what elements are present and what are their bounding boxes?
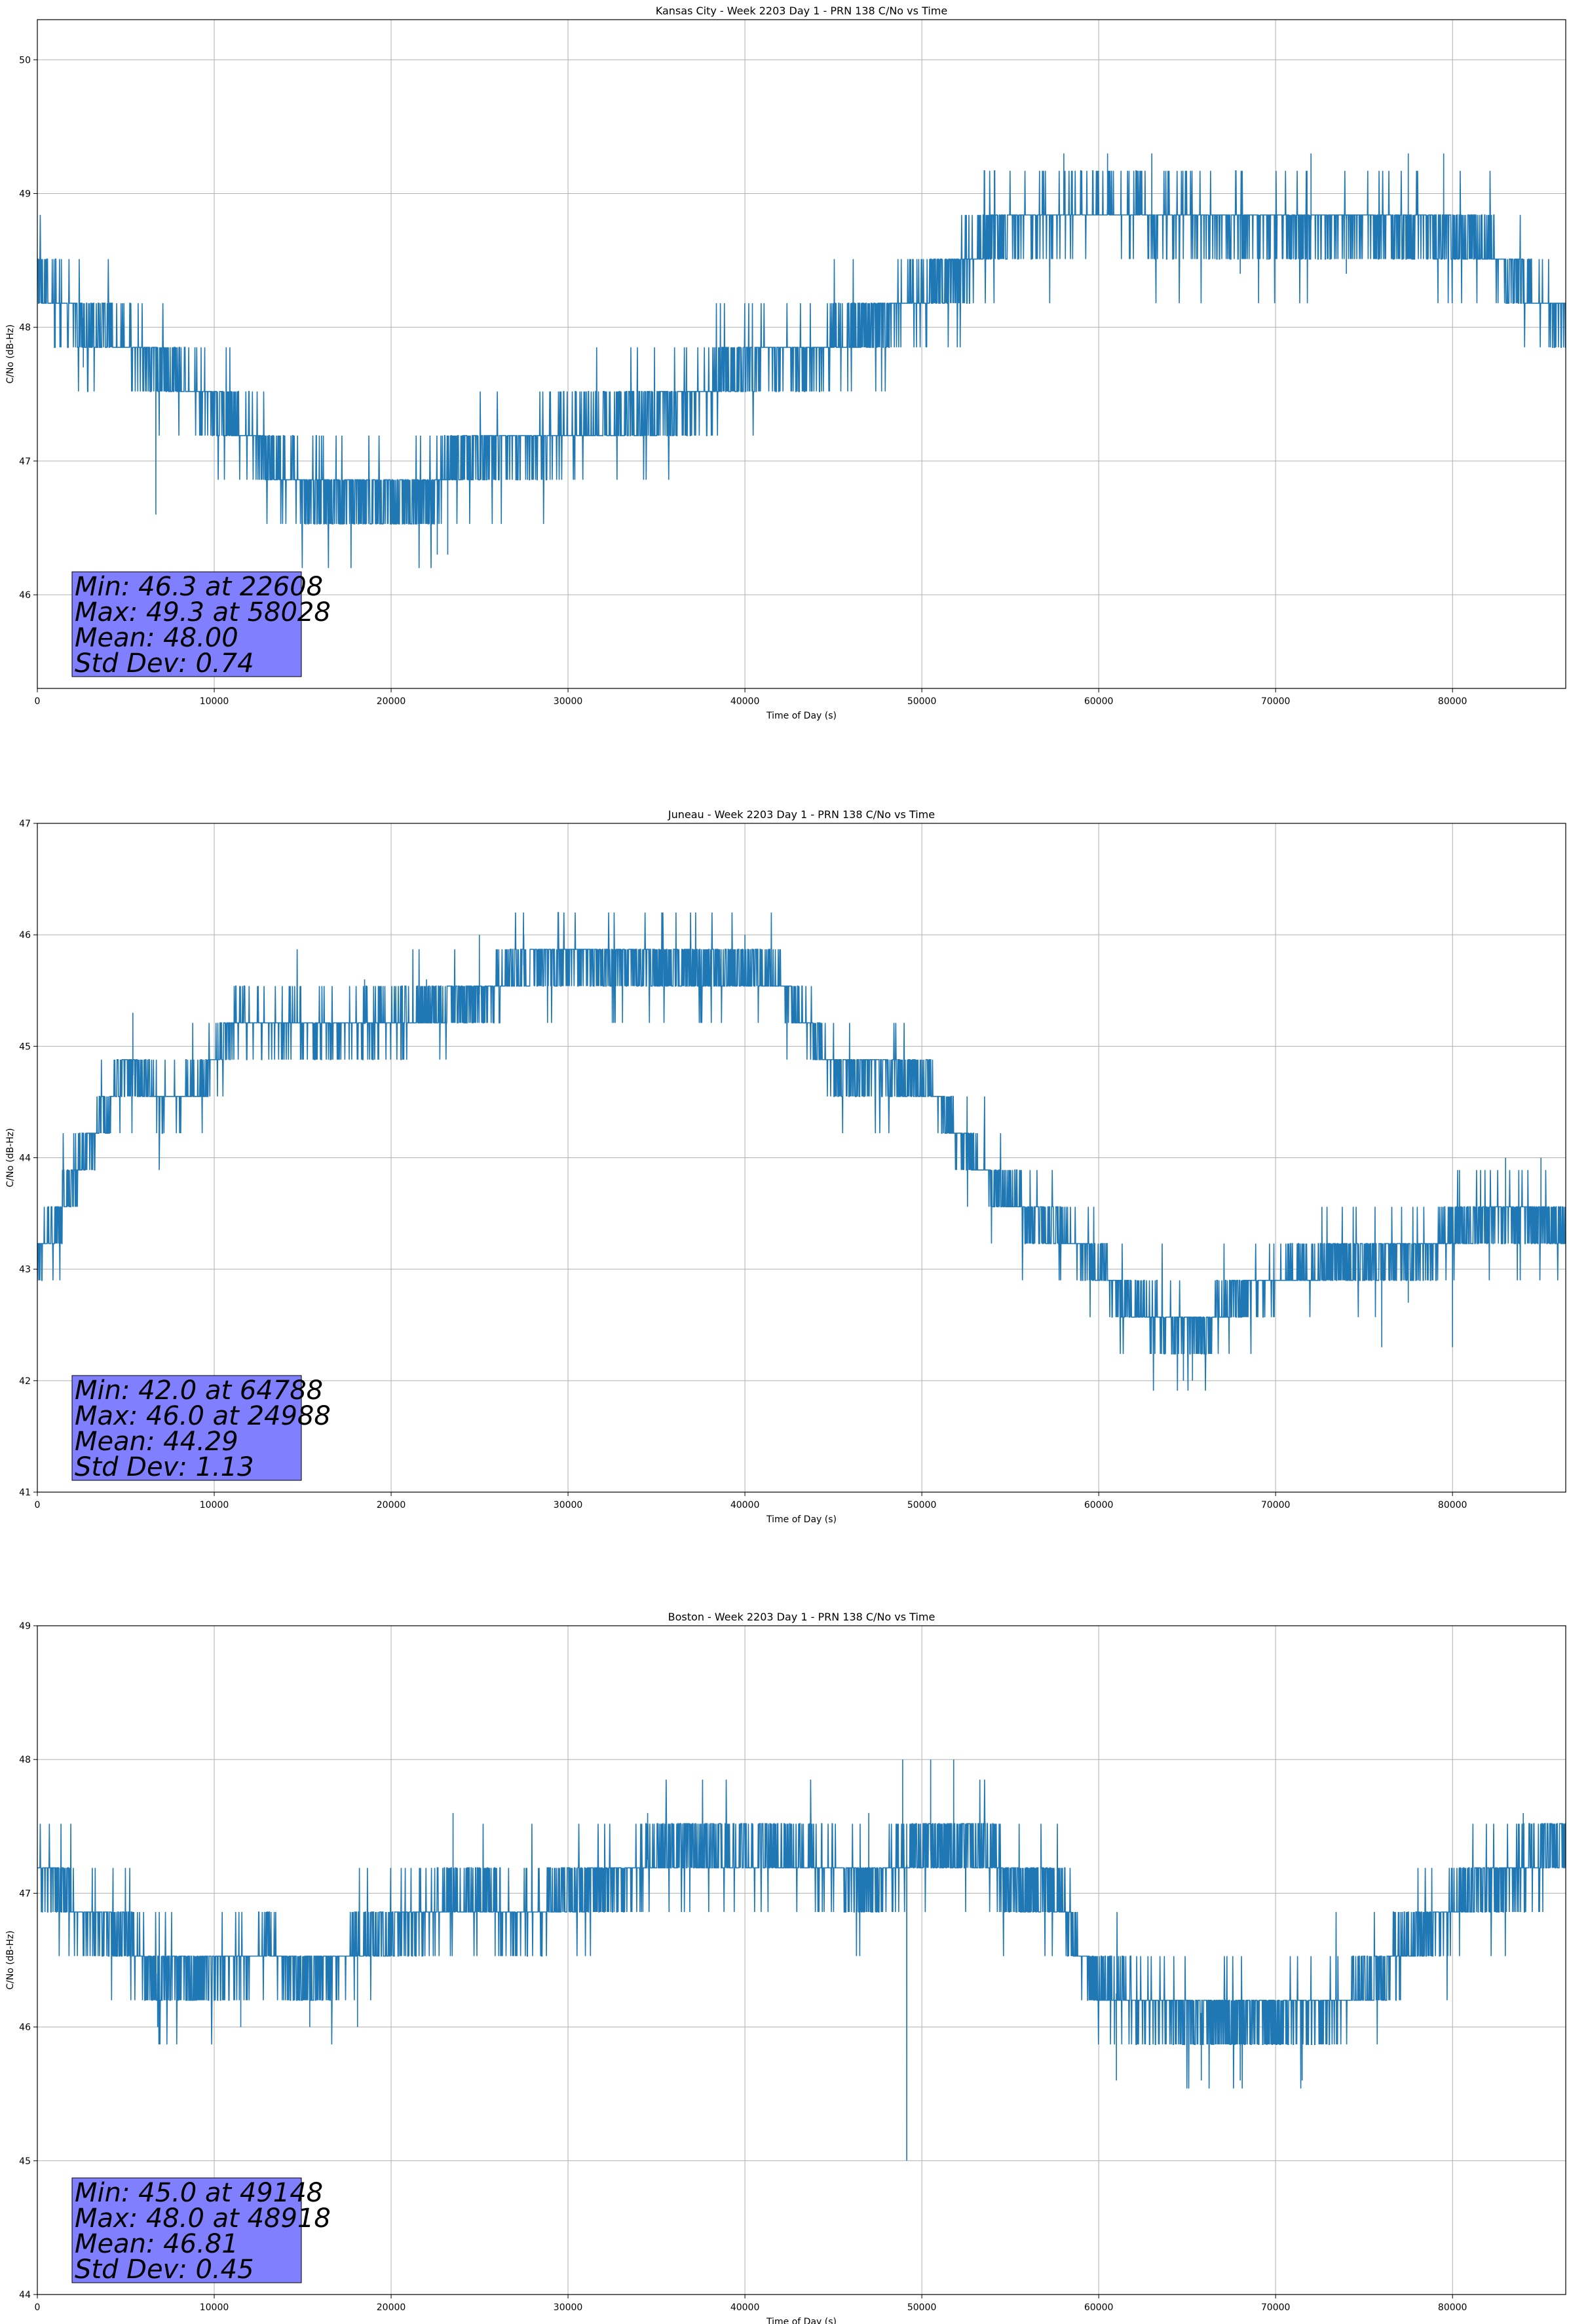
x-tick-label: 0: [35, 1500, 41, 1510]
stats-box-background: [71, 2177, 302, 2283]
stats-max: Max: 49.3 at 58028: [75, 597, 331, 628]
x-tick-label: 30000: [554, 2302, 583, 2313]
x-tick-label: 70000: [1261, 2302, 1291, 2313]
x-axis-label: Time of Day (s): [766, 1514, 837, 1525]
stats-mean: Mean: 46.81: [75, 2229, 238, 2259]
x-tick-label: 80000: [1438, 1500, 1467, 1510]
chart-panel-2: 0 10000 20000 30000 40000 50000 60000 70000 8000…: [5, 808, 1566, 1525]
chart-panel-1: 0 10000 20000 30000 40000 50000 60000 70000 8000…: [5, 5, 1566, 721]
y-tick-label: 44: [19, 2290, 31, 2300]
chart-title: Boston - Week 2203 Day 1 - PRN 138 C/No …: [668, 1611, 936, 1623]
x-tick-label: 40000: [730, 696, 760, 707]
y-tick-label: 49: [19, 189, 31, 199]
chart-title: Kansas City - Week 2203 Day 1 - PRN 138 …: [656, 5, 947, 17]
x-tick-label: 20000: [377, 2302, 406, 2313]
stats-std: Std Dev: 1.13: [75, 1452, 254, 1482]
x-tick-label: 50000: [907, 2302, 937, 2313]
x-tick-label: 10000: [200, 696, 229, 707]
y-tick-label: 48: [19, 323, 31, 333]
x-tick-label: 40000: [730, 2302, 760, 2313]
stats-box-background: [71, 571, 302, 677]
y-tick-label: 45: [19, 2156, 31, 2167]
y-tick-label: 49: [19, 1621, 31, 1632]
x-axis-label: Time of Day (s): [766, 711, 837, 721]
stats-std: Std Dev: 0.45: [75, 2255, 254, 2285]
y-tick-label: 45: [19, 1041, 31, 1052]
x-tick-label: 50000: [907, 1500, 937, 1510]
x-tick-label: 60000: [1084, 2302, 1114, 2313]
stats-min: Min: 46.3 at 22608: [75, 572, 323, 602]
stats-mean: Mean: 44.29: [75, 1427, 238, 1457]
y-tick-label: 46: [19, 930, 31, 941]
y-axis-label: C/No (dB-Hz): [5, 324, 16, 383]
x-tick-label: 10000: [200, 1500, 229, 1510]
stats-max: Max: 46.0 at 24988: [75, 1401, 331, 1431]
y-tick-label: 47: [19, 819, 31, 829]
y-tick-label: 46: [19, 590, 31, 601]
stats-min: Min: 42.0 at 64788: [75, 1376, 323, 1406]
y-tick-label: 41: [19, 1488, 31, 1498]
series-line: [37, 912, 1566, 1391]
stats-box-background: [71, 1375, 302, 1481]
x-axis-label: Time of Day (s): [766, 2317, 837, 2324]
axes-frame: [37, 19, 1566, 689]
x-tick-label: 70000: [1261, 1500, 1291, 1510]
x-tick-label: 20000: [377, 696, 406, 707]
y-axis-label: C/No (dB-Hz): [5, 1128, 16, 1187]
x-tick-label: 0: [35, 696, 41, 707]
y-tick-label: 47: [19, 1888, 31, 1899]
chart-panel-3: 0 10000 20000 30000 40000 50000 60000 70000 8000…: [5, 1611, 1566, 2324]
x-tick-label: 80000: [1438, 696, 1467, 707]
x-tick-label: 20000: [377, 1500, 406, 1510]
series-line: [37, 153, 1566, 569]
y-tick-label: 44: [19, 1153, 31, 1164]
stats-mean: Mean: 48.00: [75, 623, 238, 653]
chart-title: Juneau - Week 2203 Day 1 - PRN 138 C/No …: [668, 808, 935, 821]
axes-frame: [37, 1625, 1566, 2295]
y-tick-label: 46: [19, 2023, 31, 2033]
x-tick-label: 30000: [554, 696, 583, 707]
y-tick-label: 47: [19, 457, 31, 467]
x-tick-label: 40000: [730, 1500, 760, 1510]
x-tick-label: 0: [35, 2302, 41, 2313]
x-tick-label: 50000: [907, 696, 937, 707]
stats-std: Std Dev: 0.74: [75, 648, 254, 679]
x-tick-label: 60000: [1084, 696, 1114, 707]
series-line: [37, 1759, 1566, 2161]
x-tick-label: 80000: [1438, 2302, 1467, 2313]
x-tick-label: 70000: [1261, 696, 1291, 707]
y-tick-label: 43: [19, 1265, 31, 1275]
y-tick-label: 42: [19, 1376, 31, 1387]
stats-min: Min: 45.0 at 49148: [75, 2178, 323, 2208]
y-tick-label: 50: [19, 55, 31, 66]
y-axis-label: C/No (dB-Hz): [5, 1930, 16, 1989]
x-tick-label: 30000: [554, 1500, 583, 1510]
y-tick-label: 48: [19, 1755, 31, 1765]
x-tick-label: 60000: [1084, 1500, 1114, 1510]
stats-max: Max: 48.0 at 48918: [75, 2203, 331, 2234]
x-tick-label: 10000: [200, 2302, 229, 2313]
